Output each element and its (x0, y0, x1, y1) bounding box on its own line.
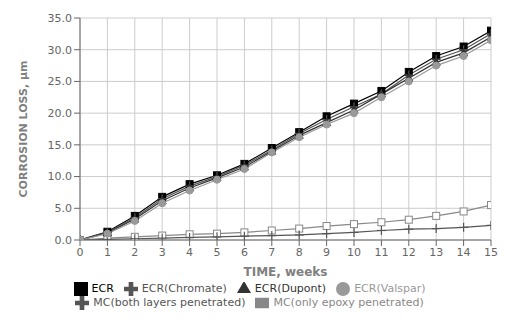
svg-text:6: 6 (241, 246, 248, 259)
svg-text:8: 8 (296, 246, 303, 259)
html-text:ECR(Valspar): ECR(Valspar) (354, 282, 426, 295)
svg-text:0: 0 (77, 246, 84, 259)
svg-text:13: 13 (429, 246, 443, 259)
html-text:ECR(Dupont): ECR(Dupont) (254, 282, 327, 295)
svg-text:5: 5 (214, 246, 221, 259)
svg-text:30.0: 30.0 (48, 44, 73, 57)
svg-text:4: 4 (186, 246, 193, 259)
svg-text:11: 11 (374, 246, 388, 259)
html-text:ECR(Chromate): ECR(Chromate) (141, 282, 227, 295)
svg-text:14: 14 (457, 246, 471, 259)
svg-text:TIME, weeks: TIME, weeks (243, 265, 327, 279)
html-text:MC(only epoxy penetrated): MC(only epoxy penetrated) (273, 296, 424, 309)
html-text:ECR: ECR (91, 282, 114, 295)
svg-text:25.0: 25.0 (48, 75, 73, 88)
svg-text:15: 15 (484, 246, 498, 259)
svg-text:1: 1 (104, 246, 111, 259)
svg-text:12: 12 (402, 246, 416, 259)
svg-text:5.0: 5.0 (55, 202, 73, 215)
svg-text:CORROSION LOSS, µm: CORROSION LOSS, µm (17, 60, 30, 197)
svg-text:3: 3 (159, 246, 166, 259)
html-text:MC(both layers penetrated): MC(both layers penetrated) (93, 296, 246, 309)
svg-text:0.0: 0.0 (55, 234, 73, 247)
svg-text:9: 9 (323, 246, 330, 259)
svg-text:20.0: 20.0 (48, 107, 73, 120)
svg-text:10: 10 (347, 246, 361, 259)
svg-text:10.0: 10.0 (48, 170, 73, 183)
svg-text:2: 2 (131, 246, 138, 259)
svg-text:15.0: 15.0 (48, 139, 73, 152)
svg-text:35.0: 35.0 (48, 12, 73, 25)
svg-text:7: 7 (268, 246, 275, 259)
